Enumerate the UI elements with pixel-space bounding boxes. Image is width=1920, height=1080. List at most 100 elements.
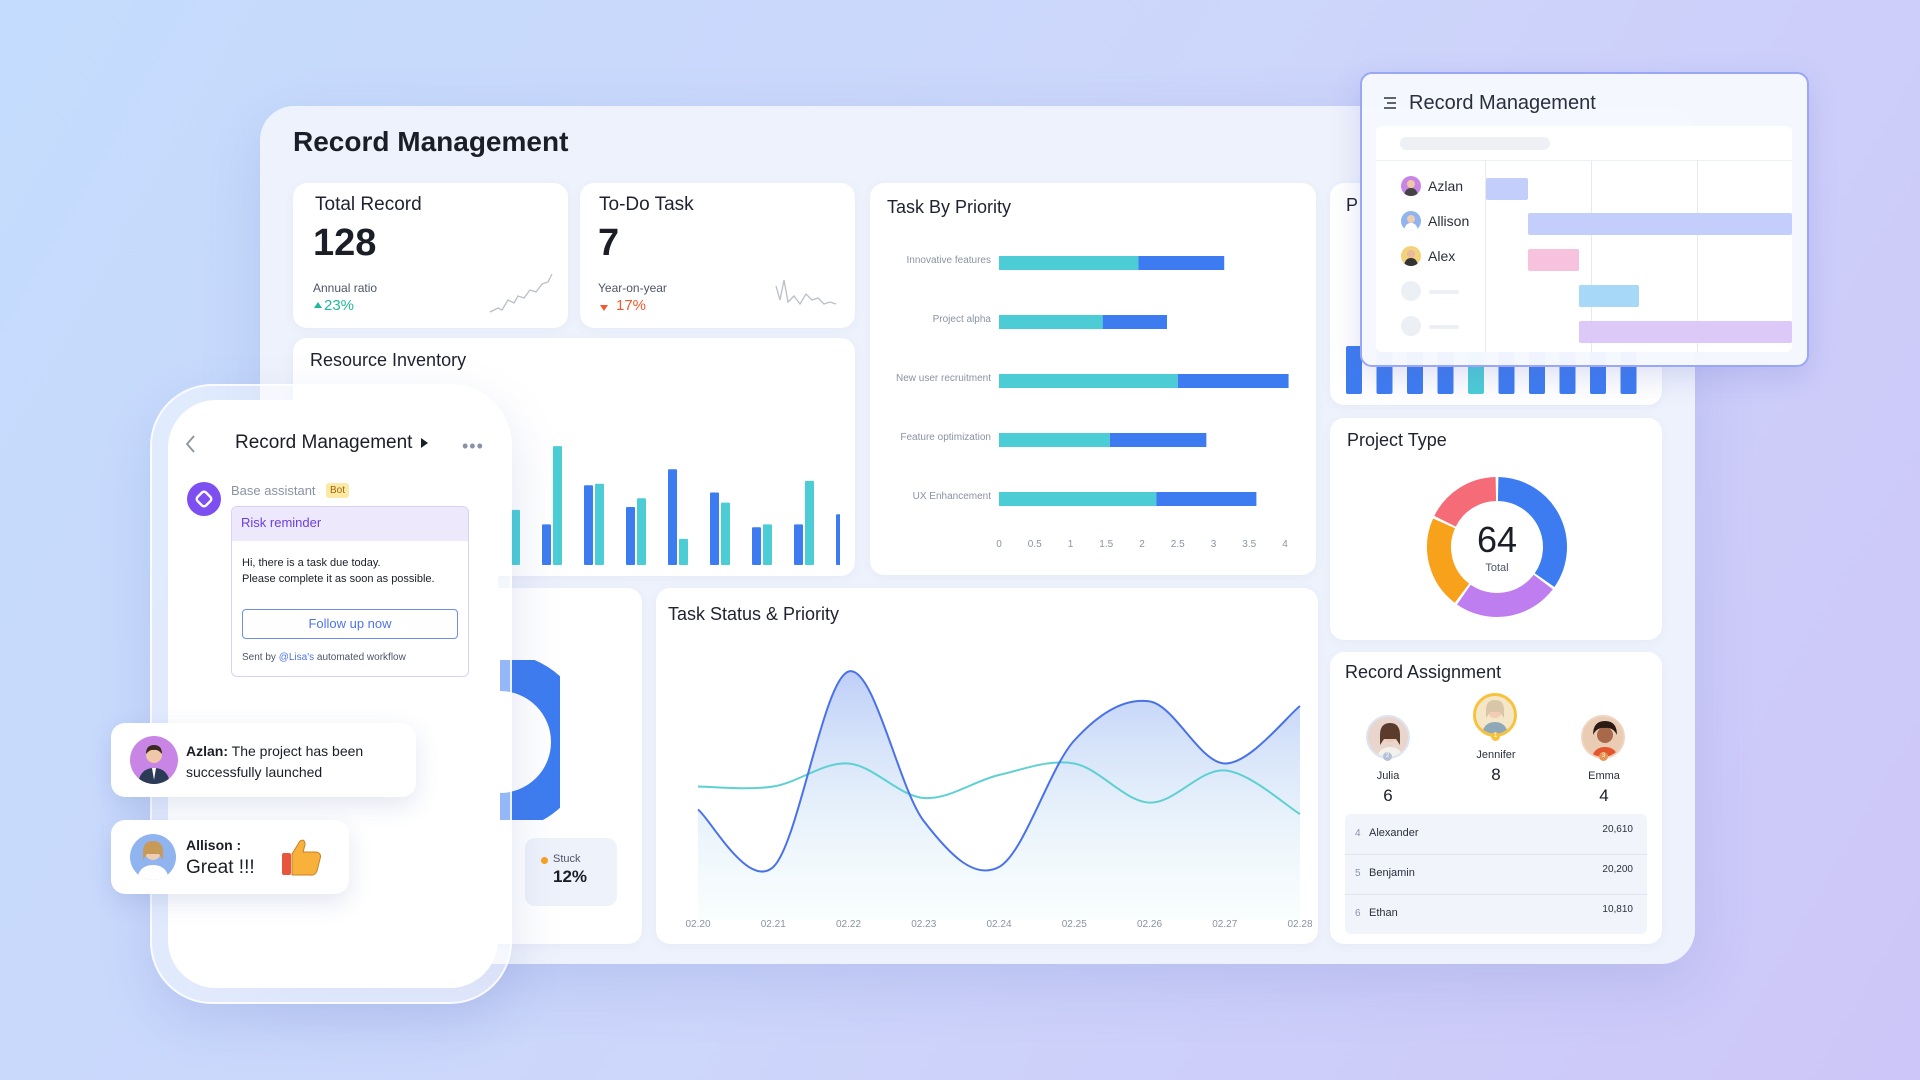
category-label: UX Enhancement: [913, 491, 992, 502]
table-row[interactable]: 4 Alexander 20,610: [1345, 814, 1647, 852]
x-tick-label: 02.24: [986, 919, 1011, 930]
allison-name: Allison :: [186, 837, 242, 853]
category-label: Innovative features: [907, 255, 992, 266]
avatar-emma[interactable]: [1581, 715, 1625, 759]
bar: [668, 469, 677, 565]
bar: [763, 524, 772, 565]
stuck-legend-box: [525, 838, 617, 906]
gantt-placeholder-name: [1429, 290, 1459, 294]
follow-up-button[interactable]: Follow up now: [242, 609, 458, 639]
project-progress-title-partial: P: [1346, 195, 1359, 215]
x-tick-label: 3: [1211, 539, 1217, 550]
gantt-divider: [1376, 160, 1792, 161]
stuck-label: Stuck: [553, 853, 581, 865]
todo-task-sparkline: [775, 279, 837, 306]
resource-inventory-title: Resource Inventory: [310, 350, 467, 370]
x-tick-label: 02.25: [1062, 919, 1087, 930]
project-type-total-label: Total: [1485, 562, 1509, 574]
project-type-total: 64: [1476, 519, 1518, 560]
azlan-message: Azlan: The project has been successfully…: [186, 741, 363, 783]
bar: [794, 524, 803, 565]
resource-inventory-chart: [511, 446, 840, 565]
gantt-bar[interactable]: [1528, 213, 1792, 235]
bar: [710, 492, 719, 565]
category-label: Project alpha: [933, 314, 992, 325]
rank-badge-1: 1: [1491, 732, 1500, 741]
avatar-allison: [1401, 211, 1421, 231]
thumbs-up-icon: [282, 839, 321, 876]
category-label: New user recruitment: [896, 373, 991, 384]
sent-by-prefix: Sent by: [242, 652, 276, 663]
sent-by-user-link[interactable]: @Lisa's: [278, 652, 315, 663]
risk-reminder-title: Risk reminder: [241, 515, 322, 530]
reminder-message-2: Please complete it as soon as possible.: [242, 573, 435, 585]
task-status-title: Task Status & Priority: [668, 604, 840, 624]
todo-task-title: To-Do Task: [599, 194, 694, 215]
down-arrow-icon: [600, 305, 608, 311]
total-record-sparkline: [489, 273, 553, 313]
stuck-value: 12%: [553, 867, 588, 886]
donut-slice: [1497, 477, 1567, 587]
project-type-title: Project Type: [1347, 430, 1447, 450]
bar-segment: [1109, 433, 1207, 447]
year-on-year-label: Year-on-year: [598, 281, 667, 295]
table-row[interactable]: 5 Benjamin 20,200: [1345, 854, 1647, 892]
year-on-year-change: 17%: [616, 297, 647, 314]
table-row[interactable]: 6 Ethan 10,810: [1345, 894, 1647, 932]
bar: [679, 538, 688, 565]
azlan-text-1: The project has been: [231, 743, 364, 759]
row-value: 20,610: [1602, 824, 1633, 835]
assistant-name: Base assistant: [231, 483, 316, 498]
x-tick-label: 3.5: [1242, 539, 1256, 550]
up-arrow-icon: [314, 302, 322, 308]
assignee-name-jennifer: Jennifer: [1476, 749, 1516, 761]
x-tick-label: 0.5: [1028, 539, 1042, 550]
reminder-message-1: Hi, there is a task due today.: [242, 557, 381, 569]
bar: [805, 480, 814, 565]
avatar-allison-chat: [130, 834, 176, 880]
avatar-jennifer[interactable]: [1473, 693, 1517, 737]
donut-slice: [1457, 574, 1553, 617]
series-line: [697, 670, 1301, 873]
total-record-card[interactable]: [293, 183, 568, 328]
task-by-priority-title: Task By Priority: [887, 197, 1012, 217]
avatar-alex: [1401, 246, 1421, 266]
bar-segment: [1177, 374, 1289, 388]
row-rank: 6: [1355, 908, 1361, 919]
back-chevron-icon[interactable]: [184, 434, 198, 454]
gantt-bar[interactable]: [1579, 285, 1639, 307]
bar: [542, 524, 551, 565]
row-rank: 5: [1355, 868, 1361, 879]
bar-segment: [999, 374, 1178, 388]
x-tick-label: 2: [1139, 539, 1145, 550]
record-assignment-title: Record Assignment: [1345, 662, 1502, 682]
row-divider: [1345, 854, 1647, 855]
task-status-chart: 02.20 02.21 02.22 02.23 02.24 02.25 02.26 02.27…: [685, 670, 1313, 930]
phone-title[interactable]: Record Management: [235, 432, 413, 453]
bar: [511, 509, 520, 565]
x-tick-label: 1: [1068, 539, 1074, 550]
gantt-col-line: [1591, 160, 1592, 352]
bar-segment: [999, 256, 1139, 270]
assignment-table: [1345, 814, 1647, 934]
annual-ratio-change: 23%: [324, 297, 355, 314]
gantt-placeholder-name: [1429, 325, 1459, 329]
x-tick-label: 02.21: [761, 919, 786, 930]
x-tick-label: 02.27: [1212, 919, 1237, 930]
more-options-icon[interactable]: •••: [462, 436, 484, 456]
avatar-azlan: [1401, 176, 1421, 196]
row-value: 20,200: [1602, 864, 1633, 875]
todo-task-card[interactable]: [580, 183, 855, 328]
row-name: Ethan: [1369, 907, 1398, 919]
x-tick-label: 02.23: [911, 919, 936, 930]
gantt-bar[interactable]: [1528, 249, 1579, 271]
x-tick-label: 2.5: [1171, 539, 1185, 550]
row-divider: [1345, 894, 1647, 895]
gantt-bar[interactable]: [1486, 178, 1528, 200]
bar-segment: [999, 492, 1157, 506]
x-tick-label: 02.20: [685, 919, 710, 930]
bar: [836, 514, 840, 565]
gantt-bar[interactable]: [1579, 321, 1792, 343]
title-caret-icon[interactable]: [421, 438, 428, 448]
gantt-list-icon: [1384, 97, 1396, 109]
